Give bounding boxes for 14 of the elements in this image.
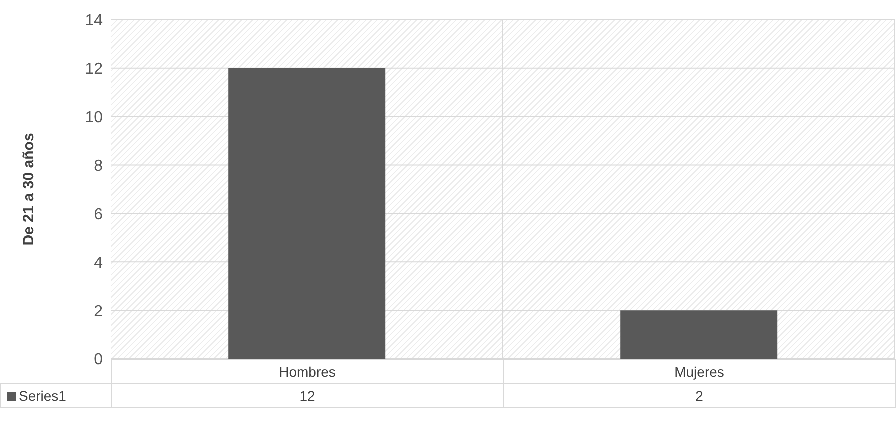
x-tick-label: Mujeres — [504, 360, 896, 384]
y-tick-label: 12 — [85, 61, 104, 78]
y-tick-label: 0 — [94, 352, 104, 369]
y-tick-label: 14 — [85, 12, 104, 30]
y-tick-label: 6 — [94, 206, 104, 224]
y-tick-label: 10 — [85, 110, 104, 127]
y-tick-label: 4 — [94, 254, 104, 272]
y-tick-label: 8 — [94, 158, 104, 175]
legend-label: Series1 — [0, 384, 112, 408]
y-axis-title: De 21 a 30 años — [20, 133, 38, 246]
x-tick-label: Hombres — [112, 360, 504, 384]
y-tick-label: 2 — [94, 303, 104, 320]
data-label: 2 — [504, 384, 896, 408]
data-label: 12 — [112, 384, 504, 408]
